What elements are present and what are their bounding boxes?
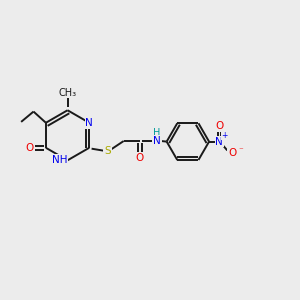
Text: S: S	[104, 146, 111, 156]
Text: NH: NH	[52, 155, 67, 165]
Text: N: N	[85, 118, 93, 128]
Text: CH₃: CH₃	[58, 88, 76, 98]
Text: O: O	[26, 143, 34, 153]
Text: H: H	[153, 128, 161, 138]
Text: N: N	[215, 136, 223, 147]
Text: O: O	[228, 148, 236, 158]
Text: +: +	[221, 130, 228, 140]
Text: ⁻: ⁻	[238, 146, 243, 155]
Text: O: O	[215, 121, 224, 131]
Text: O: O	[136, 152, 144, 163]
Text: N: N	[153, 136, 161, 146]
